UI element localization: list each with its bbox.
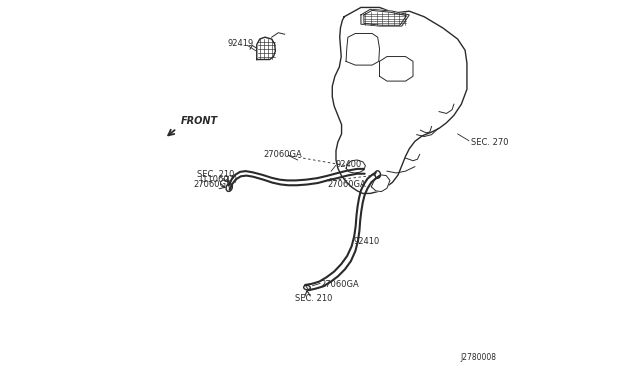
Text: SEC. 210: SEC. 210 — [294, 294, 332, 303]
Polygon shape — [346, 33, 380, 65]
Polygon shape — [380, 57, 413, 81]
Polygon shape — [346, 160, 365, 173]
Text: (110607): (110607) — [199, 175, 237, 184]
Polygon shape — [332, 7, 467, 193]
Text: SEC. 210: SEC. 210 — [197, 170, 235, 179]
Text: 92419: 92419 — [228, 39, 254, 48]
Polygon shape — [257, 37, 275, 60]
Text: 27060GA: 27060GA — [264, 150, 302, 159]
Polygon shape — [371, 175, 390, 192]
Text: 92410: 92410 — [353, 237, 380, 246]
Text: 92400: 92400 — [335, 160, 362, 169]
Text: 27060GA: 27060GA — [320, 280, 359, 289]
Text: 27060GA: 27060GA — [193, 180, 232, 189]
Text: 27060GA: 27060GA — [328, 180, 366, 189]
Polygon shape — [361, 9, 410, 26]
Text: J2780008: J2780008 — [461, 353, 497, 362]
Polygon shape — [364, 10, 406, 25]
Text: FRONT: FRONT — [180, 116, 218, 126]
Text: SEC. 270: SEC. 270 — [470, 138, 508, 147]
